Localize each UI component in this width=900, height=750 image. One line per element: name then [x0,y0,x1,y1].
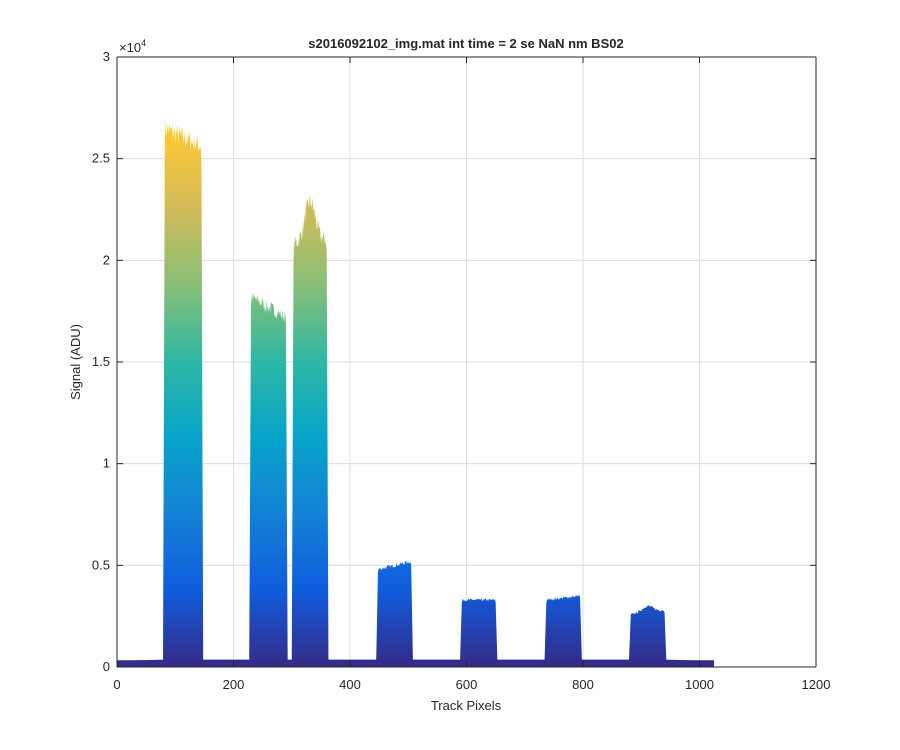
signal-area [117,119,715,667]
y-exponent-base: ×10 [119,40,141,55]
y-tick-label: 3 [103,49,110,64]
x-tick-label: 400 [339,677,361,692]
y-tick-label: 2.5 [92,151,110,166]
signal-series [117,119,715,667]
y-axis-label: Signal (ADU) [68,324,83,400]
x-tick-label: 600 [456,677,478,692]
y-tick-label: 0 [103,659,110,674]
y-tick-label: 1 [103,456,110,471]
y-tick-label: 1.5 [92,354,110,369]
x-axis-label: Track Pixels [431,698,502,713]
y-tick-label: 2 [103,252,110,267]
grid [117,56,817,667]
y-tick-label: 0.5 [92,557,110,572]
x-tick-label: 200 [223,677,245,692]
x-tick-label: 800 [572,677,594,692]
x-tick-label: 0 [113,677,120,692]
chart-title: s2016092102_img.mat int time = 2 se NaN … [308,36,623,51]
x-tick-label: 1000 [685,677,714,692]
y-tick-labels: 0 0.5 1 1.5 2 2.5 3 [92,49,110,674]
y-exponent-label: ×104 [119,38,146,55]
x-tick-labels: 0 200 400 600 800 1000 1200 [113,677,830,692]
y-exponent-power: 4 [141,38,146,48]
axes [116,56,817,668]
x-tick-label: 1200 [802,677,831,692]
